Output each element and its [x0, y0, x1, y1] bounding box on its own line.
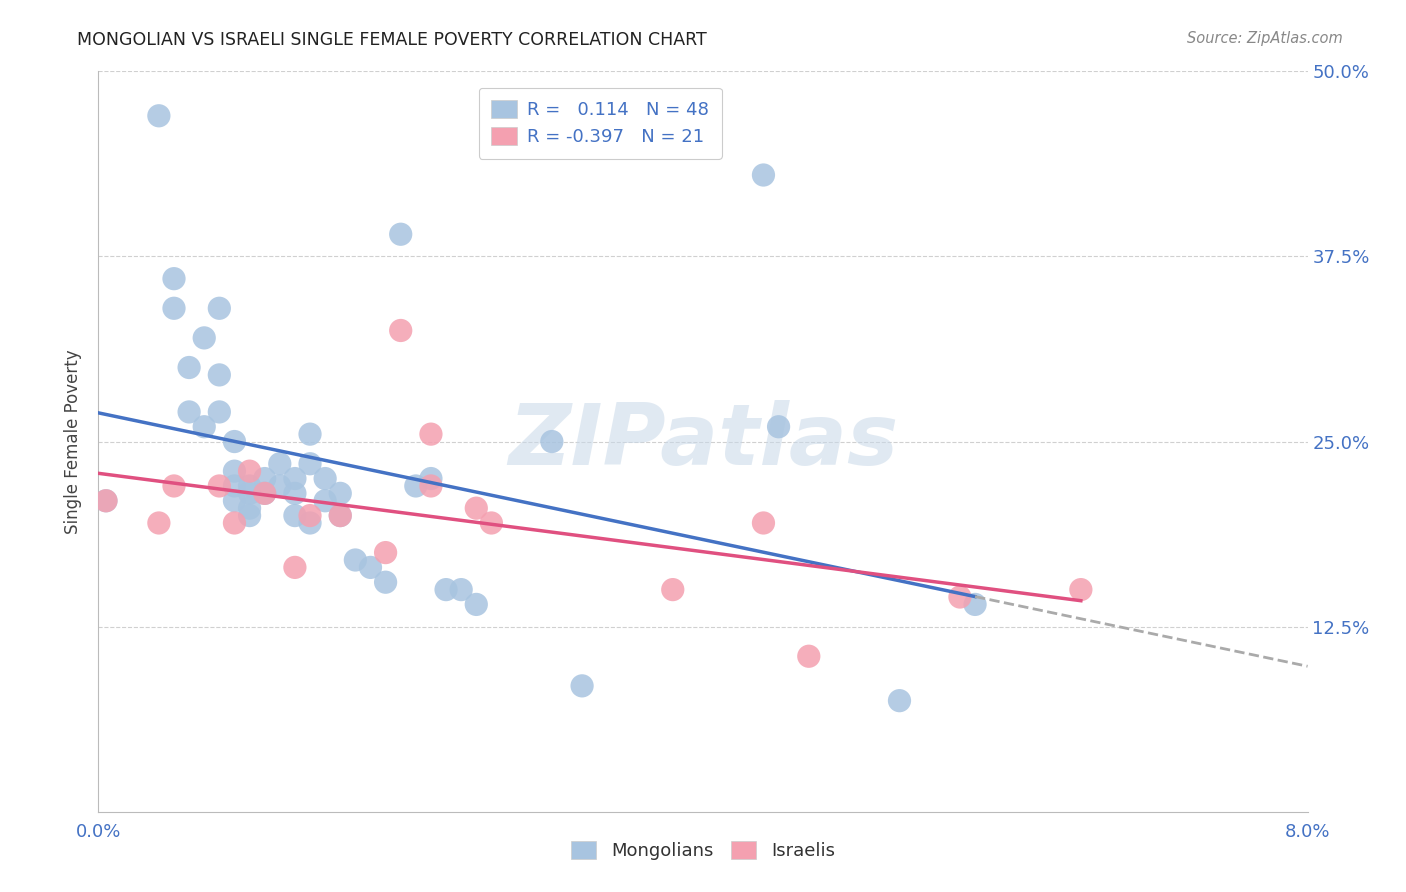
Point [284, 471, 307, 485]
Point [224, 479, 246, 493]
Point [540, 434, 562, 449]
Point [434, 582, 457, 597]
Point [420, 471, 443, 485]
Text: Source: ZipAtlas.com: Source: ZipAtlas.com [1187, 31, 1343, 46]
Point [299, 508, 322, 523]
Text: ZIPatlas: ZIPatlas [508, 400, 898, 483]
Point [284, 486, 307, 500]
Point [284, 508, 307, 523]
Point [374, 575, 396, 590]
Point [752, 168, 775, 182]
Point [374, 546, 396, 560]
Point [1070, 582, 1092, 597]
Point [299, 427, 322, 442]
Point [163, 271, 186, 285]
Point [661, 582, 683, 597]
Point [94, 493, 117, 508]
Text: MONGOLIAN VS ISRAELI SINGLE FEMALE POVERTY CORRELATION CHART: MONGOLIAN VS ISRAELI SINGLE FEMALE POVER… [77, 31, 707, 49]
Point [329, 508, 352, 523]
Point [239, 501, 262, 516]
Point [465, 501, 488, 516]
Point [389, 227, 412, 242]
Point [224, 464, 246, 478]
Point [193, 331, 215, 345]
Point [450, 582, 472, 597]
Point [797, 649, 820, 664]
Point [329, 486, 352, 500]
Point [208, 368, 231, 382]
Point [389, 324, 412, 338]
Y-axis label: Single Female Poverty: Single Female Poverty [65, 350, 83, 533]
Point [253, 486, 276, 500]
Point [224, 493, 246, 508]
Point [163, 479, 186, 493]
Point [224, 434, 246, 449]
Point [179, 405, 201, 419]
Point [193, 419, 215, 434]
Point [420, 479, 443, 493]
Point [768, 419, 790, 434]
Point [208, 405, 231, 419]
Point [224, 516, 246, 530]
Point [405, 479, 427, 493]
Point [360, 560, 382, 574]
Point [299, 457, 322, 471]
Point [889, 694, 911, 708]
Point [420, 427, 443, 442]
Point [253, 486, 276, 500]
Point [284, 560, 307, 574]
Point [148, 516, 170, 530]
Point [465, 598, 488, 612]
Point [239, 486, 262, 500]
Point [208, 479, 231, 493]
Point [571, 679, 593, 693]
Point [148, 109, 170, 123]
Point [239, 508, 262, 523]
Point [965, 598, 987, 612]
Point [239, 464, 262, 478]
Point [163, 301, 186, 316]
Point [239, 479, 262, 493]
Point [179, 360, 201, 375]
Point [314, 493, 336, 508]
Point [269, 479, 291, 493]
Point [208, 301, 231, 316]
Point [481, 516, 503, 530]
Point [299, 516, 322, 530]
Point [94, 493, 117, 508]
Point [752, 516, 775, 530]
Point [314, 471, 336, 485]
Point [253, 471, 276, 485]
Point [949, 590, 972, 604]
Point [344, 553, 367, 567]
Point [269, 457, 291, 471]
Point [329, 508, 352, 523]
Legend: Mongolians, Israelis: Mongolians, Israelis [562, 832, 844, 870]
